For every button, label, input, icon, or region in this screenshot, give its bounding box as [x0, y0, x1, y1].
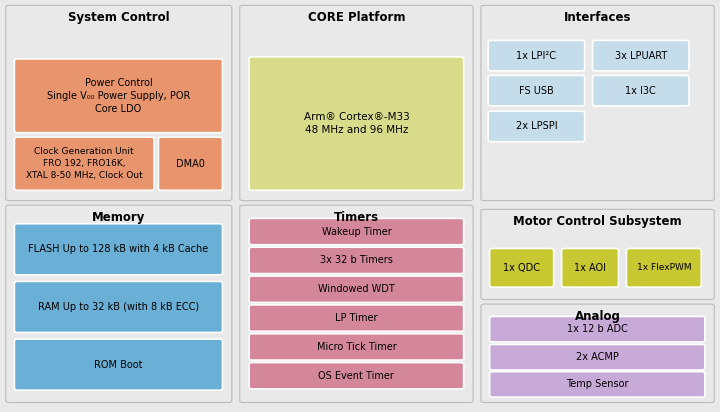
FancyBboxPatch shape — [240, 205, 473, 403]
FancyBboxPatch shape — [249, 305, 464, 331]
FancyBboxPatch shape — [6, 205, 232, 403]
FancyBboxPatch shape — [593, 75, 689, 106]
Text: DMA0: DMA0 — [176, 159, 205, 169]
Text: 1x QDC: 1x QDC — [503, 263, 540, 273]
FancyBboxPatch shape — [14, 224, 222, 275]
Text: Micro Tick Timer: Micro Tick Timer — [317, 342, 396, 352]
Text: LP Timer: LP Timer — [335, 313, 378, 323]
Text: FLASH Up to 128 kB with 4 kB Cache: FLASH Up to 128 kB with 4 kB Cache — [28, 244, 209, 254]
Text: 1x I3C: 1x I3C — [626, 86, 656, 96]
FancyBboxPatch shape — [481, 5, 714, 201]
Text: 1x FlexPWM: 1x FlexPWM — [636, 263, 691, 272]
Text: CORE Platform: CORE Platform — [307, 11, 405, 24]
FancyBboxPatch shape — [158, 137, 222, 190]
FancyBboxPatch shape — [6, 5, 232, 201]
FancyBboxPatch shape — [249, 218, 464, 245]
Text: OS Event Timer: OS Event Timer — [318, 371, 395, 381]
FancyBboxPatch shape — [249, 247, 464, 274]
Text: Memory: Memory — [92, 211, 145, 224]
FancyBboxPatch shape — [249, 276, 464, 302]
FancyBboxPatch shape — [490, 344, 705, 370]
FancyBboxPatch shape — [249, 363, 464, 389]
FancyBboxPatch shape — [240, 5, 473, 201]
FancyBboxPatch shape — [481, 304, 714, 403]
Text: Windowed WDT: Windowed WDT — [318, 284, 395, 294]
FancyBboxPatch shape — [488, 40, 585, 71]
FancyBboxPatch shape — [490, 248, 554, 287]
FancyBboxPatch shape — [14, 281, 222, 332]
FancyBboxPatch shape — [481, 209, 714, 300]
FancyBboxPatch shape — [488, 111, 585, 142]
Text: 2x LPSPI: 2x LPSPI — [516, 122, 557, 131]
Text: 1x LPI²C: 1x LPI²C — [516, 51, 557, 61]
FancyBboxPatch shape — [593, 40, 689, 71]
Text: System Control: System Control — [68, 11, 170, 24]
Text: FS USB: FS USB — [519, 86, 554, 96]
Text: Timers: Timers — [334, 211, 379, 224]
Text: Arm® Cortex®-M33
48 MHz and 96 MHz: Arm® Cortex®-M33 48 MHz and 96 MHz — [304, 112, 409, 135]
FancyBboxPatch shape — [490, 372, 705, 397]
FancyBboxPatch shape — [14, 59, 222, 133]
Text: Temp Sensor: Temp Sensor — [566, 379, 629, 389]
FancyBboxPatch shape — [249, 57, 464, 190]
FancyBboxPatch shape — [562, 248, 618, 287]
Text: Clock Generation Unit
FRO 192, FRO16K,
XTAL 8-50 MHz, Clock Out: Clock Generation Unit FRO 192, FRO16K, X… — [26, 147, 143, 180]
Text: Motor Control Subsystem: Motor Control Subsystem — [513, 215, 682, 228]
Text: 1x AOI: 1x AOI — [574, 263, 606, 273]
FancyBboxPatch shape — [249, 334, 464, 360]
Text: 3x LPUART: 3x LPUART — [615, 51, 667, 61]
FancyBboxPatch shape — [488, 75, 585, 106]
FancyBboxPatch shape — [490, 316, 705, 342]
Text: Wakeup Timer: Wakeup Timer — [322, 227, 391, 236]
Text: 3x 32 b Timers: 3x 32 b Timers — [320, 255, 393, 265]
Text: Interfaces: Interfaces — [564, 11, 631, 24]
Text: Power Control
Single V₀₀ Power Supply, POR
Core LDO: Power Control Single V₀₀ Power Supply, P… — [47, 77, 190, 114]
Text: ROM Boot: ROM Boot — [94, 360, 143, 370]
FancyBboxPatch shape — [14, 339, 222, 390]
FancyBboxPatch shape — [14, 137, 154, 190]
Text: 1x 12 b ADC: 1x 12 b ADC — [567, 324, 628, 334]
Text: RAM Up to 32 kB (with 8 kB ECC): RAM Up to 32 kB (with 8 kB ECC) — [38, 302, 199, 312]
Text: 2x ACMP: 2x ACMP — [576, 352, 618, 362]
Text: Analog: Analog — [575, 310, 621, 323]
FancyBboxPatch shape — [626, 248, 701, 287]
